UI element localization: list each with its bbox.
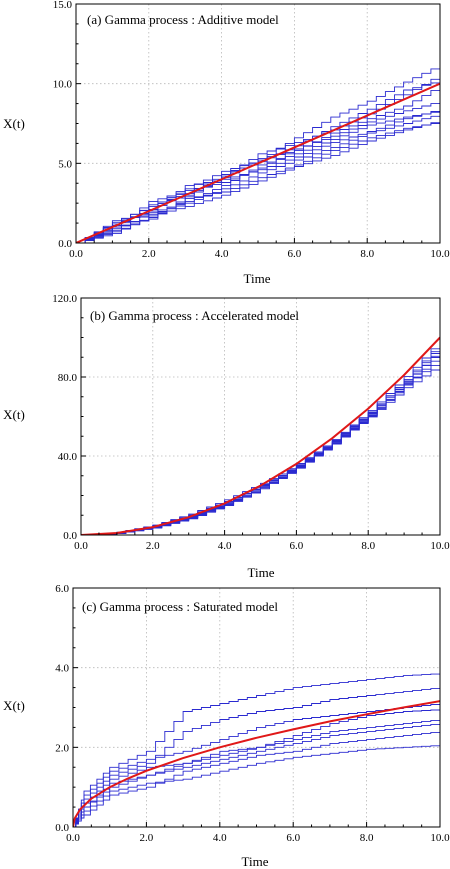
sample-path-line [81,344,440,535]
sample-path-line [73,703,440,827]
sample-path-line [81,342,440,535]
panel-title: (c) Gamma process : Saturated model [82,599,278,614]
y-tick-label: 120.0 [52,293,77,305]
axis-ticks: 0.0 2.0 4.0 6.0 8.0 10.0 0.0 40.0 80.0 120.0 [52,293,450,552]
x-tick-label: 6.0 [286,832,300,844]
sample-path-line [73,731,440,827]
sample-path-line [76,85,440,243]
x-tick-label: 10.0 [430,248,450,260]
mean-curve-line [81,336,440,535]
x-tick-label: 8.0 [360,248,374,260]
y-tick-label: 6.0 [55,583,69,595]
panel-accelerated-model: 0.0 2.0 4.0 6.0 8.0 10.0 0.0 40.0 80.0 120.0 (b) … [3,293,450,580]
series-group [81,336,440,535]
panel-title: (a) Gamma process : Additive model [87,12,279,27]
x-axis-label: Time [248,565,275,580]
sample-path-line [76,113,440,243]
y-axis-label: X(t) [3,407,25,422]
axis-ticks: 0.0 2.0 4.0 6.0 8.0 10.0 0.0 2.0 4.0 6.0 [55,583,450,844]
sample-path-line [81,339,440,535]
y-tick-label: 2.0 [55,742,69,754]
sample-path-line [76,101,440,243]
sample-path-line [73,745,440,827]
y-tick-label: 80.0 [58,372,78,384]
y-tick-label: 0.0 [55,822,69,834]
y-tick-label: 15.0 [53,0,73,11]
x-tick-label: 0.0 [66,832,80,844]
y-tick-label: 10.0 [53,79,73,91]
axis-ticks: 0.0 2.0 4.0 6.0 8.0 10.0 0.0 5.0 10.0 15.0 [53,0,450,260]
x-tick-label: 2.0 [142,248,156,260]
sample-path-line [73,709,440,827]
x-tick-label: 10.0 [430,832,450,844]
y-tick-label: 5.0 [58,158,72,170]
series-group [73,673,440,827]
sample-path-line [81,364,440,535]
y-tick-label: 40.0 [58,451,78,463]
x-tick-label: 0.0 [69,248,83,260]
sample-path-line [81,353,440,535]
x-tick-label: 4.0 [215,248,229,260]
y-tick-label: 4.0 [55,663,69,675]
sample-path-line [81,359,440,535]
series-group [76,64,440,243]
x-axis-label: Time [244,271,271,286]
x-tick-label: 4.0 [213,832,227,844]
x-tick-label: 8.0 [360,832,374,844]
y-tick-label: 0.0 [58,238,72,250]
x-tick-label: 10.0 [430,540,450,552]
x-axis-label: Time [242,854,269,869]
panel-additive-model: 0.0 2.0 4.0 6.0 8.0 10.0 0.0 5.0 10.0 15.0 (a) Ga… [3,0,450,286]
mean-curve-line [73,700,440,827]
gridlines [73,588,440,827]
sample-path-line [73,673,440,827]
x-tick-label: 0.0 [74,540,88,552]
x-tick-label: 6.0 [290,540,304,552]
mean-curve-line [76,82,440,243]
y-axis-label: X(t) [3,698,25,713]
plot-frame [80,297,441,536]
sample-path-line [73,687,440,827]
x-tick-label: 6.0 [288,248,302,260]
x-tick-label: 2.0 [146,540,160,552]
y-tick-label: 0.0 [63,530,77,542]
panel-saturated-model: 0.0 2.0 4.0 6.0 8.0 10.0 0.0 2.0 4.0 6.0 (c) Gamm… [3,583,450,869]
x-tick-label: 8.0 [361,540,375,552]
gridlines [76,4,440,243]
sample-path-line [73,723,440,827]
gridlines [81,298,440,535]
panel-title: (b) Gamma process : Accelerated model [90,308,299,323]
x-tick-label: 2.0 [140,832,154,844]
x-tick-label: 4.0 [218,540,232,552]
y-axis-label: X(t) [3,116,25,131]
sample-path-line [81,347,440,535]
